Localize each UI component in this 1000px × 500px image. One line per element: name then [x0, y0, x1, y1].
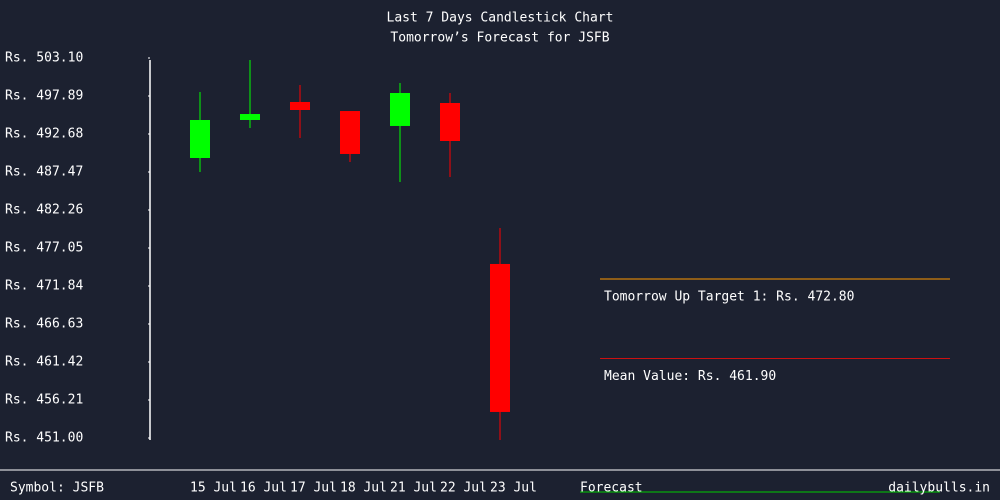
y-tick-label: Rs. 461.42 [5, 355, 83, 370]
candle-body [290, 101, 310, 111]
x-tick-label: 17 Jul [290, 481, 337, 496]
chart-subtitle: Tomorrow’s Forecast for JSFB [390, 31, 609, 46]
y-tick-label: Rs. 487.47 [5, 165, 83, 180]
level-label: Tomorrow Up Target 1: Rs. 472.80 [604, 289, 854, 304]
candle-body [240, 114, 260, 120]
chart-title: Last 7 Days Candlestick Chart [387, 11, 614, 26]
forecast-label: Forecast [580, 481, 643, 496]
x-tick-label: 21 Jul [390, 481, 437, 496]
y-tick-label: Rs. 492.68 [5, 127, 83, 142]
candle-body [340, 111, 360, 154]
source-label: dailybulls.in [888, 481, 990, 496]
candle-body [440, 103, 460, 142]
y-tick-label: Rs. 451.00 [5, 431, 83, 446]
y-tick-label: Rs. 497.89 [5, 89, 83, 104]
y-tick-label: Rs. 477.05 [5, 241, 83, 256]
x-tick-label: 22 Jul [440, 481, 487, 496]
x-tick-label: 16 Jul [240, 481, 287, 496]
candle-body [490, 263, 510, 412]
y-tick-label: Rs. 503.10 [5, 51, 83, 66]
candle-body [390, 93, 410, 126]
symbol-label: Symbol: JSFB [10, 481, 104, 496]
y-tick-label: Rs. 471.84 [5, 279, 83, 294]
y-tick-label: Rs. 482.26 [5, 203, 83, 218]
x-tick-label: 18 Jul [340, 481, 387, 496]
x-tick-label: 23 Jul [490, 481, 537, 496]
x-tick-label: 15 Jul [190, 481, 237, 496]
y-tick-label: Rs. 456.21 [5, 393, 83, 408]
y-tick-label: Rs. 466.63 [5, 317, 83, 332]
level-label: Mean Value: Rs. 461.90 [604, 369, 776, 384]
candle-body [190, 119, 210, 158]
